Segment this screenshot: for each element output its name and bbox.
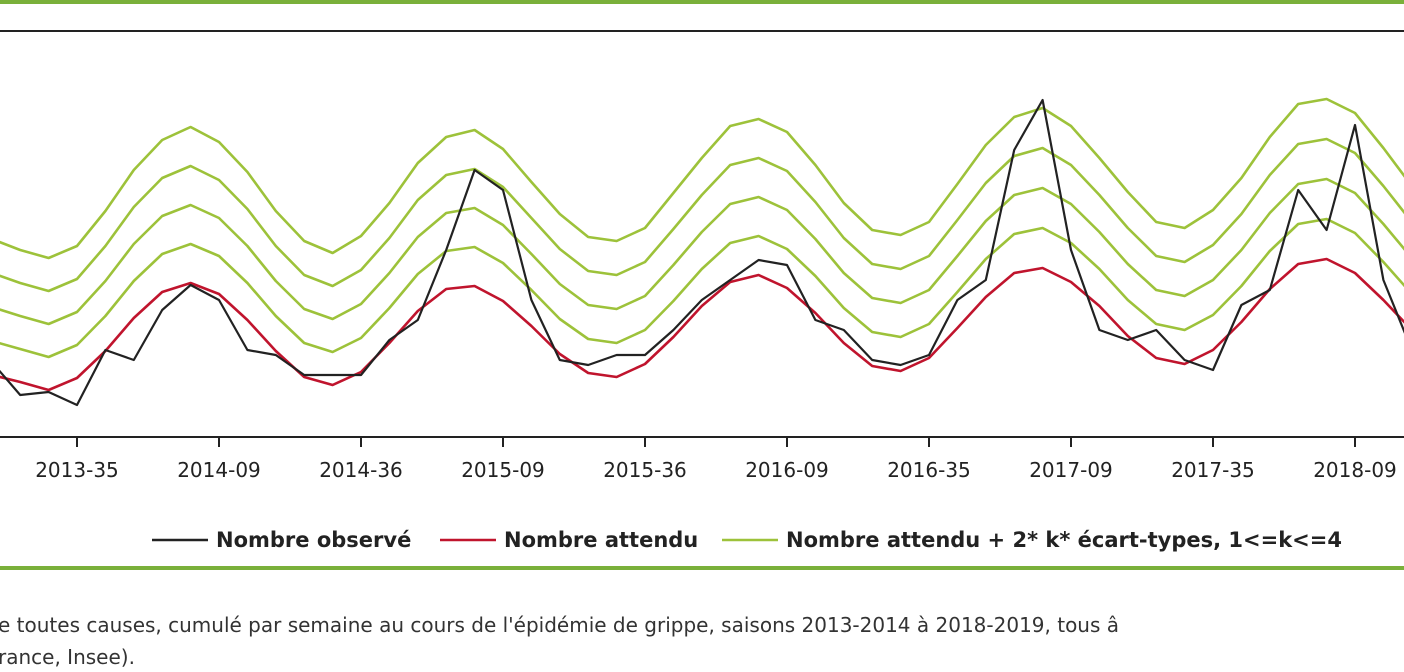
caption-line: e toutes causes, cumulé par semaine au c… xyxy=(0,613,1119,637)
legend-label: Nombre attendu + 2* k* écart-types, 1<=k… xyxy=(786,528,1342,552)
top-rule xyxy=(0,0,1404,4)
bottom-rule xyxy=(0,566,1404,570)
x-tick-label: 2014-09 xyxy=(177,458,261,482)
series-line xyxy=(0,217,1404,359)
x-tick-label: 2017-09 xyxy=(1029,458,1113,482)
series-line xyxy=(0,137,1404,293)
legend-label: Nombre observé xyxy=(216,528,411,552)
x-tick-label: 2015-09 xyxy=(461,458,545,482)
series-line xyxy=(0,257,1404,392)
x-tick-label: 2016-35 xyxy=(887,458,971,482)
legend: Nombre observé Nombre attendu Nombre atten… xyxy=(152,528,1342,552)
x-tick-label: 2016-09 xyxy=(745,458,829,482)
x-tick-label: 2018-09 xyxy=(1313,458,1397,482)
caption-line: rance, Insee). xyxy=(0,645,135,669)
series-line xyxy=(0,177,1404,326)
x-tick-label: 2017-35 xyxy=(1171,458,1255,482)
x-tick-label: 2013-35 xyxy=(35,458,119,482)
legend-label: Nombre attendu xyxy=(504,528,698,552)
plot-area: 2013-35 2014-09 2014-36 2015-09 2015-36 2016-… xyxy=(0,97,1404,482)
series-line xyxy=(0,98,1404,407)
x-tick-label: 2015-36 xyxy=(603,458,687,482)
x-tick-label: 2014-36 xyxy=(319,458,403,482)
series-line xyxy=(0,97,1404,260)
